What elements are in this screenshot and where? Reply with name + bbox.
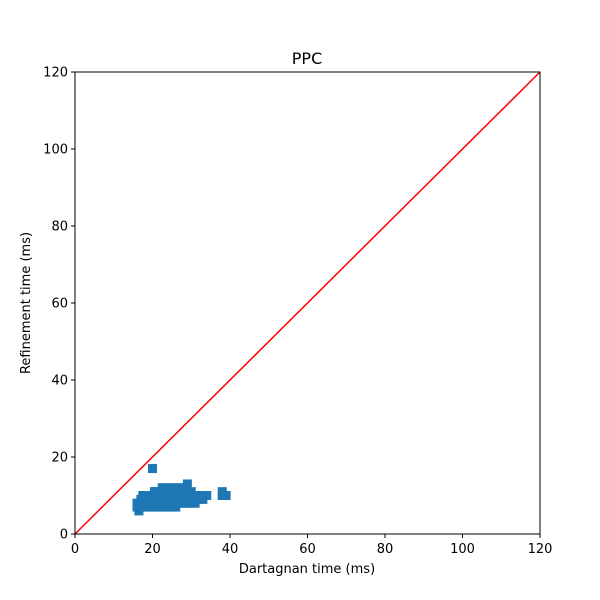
x-tick-label: 120 xyxy=(528,542,553,557)
data-point xyxy=(221,491,231,500)
y-tick-label: 120 xyxy=(43,66,68,81)
y-tick-label: 100 xyxy=(43,143,68,158)
y-tick-label: 0 xyxy=(60,528,68,543)
x-tick-label: 100 xyxy=(450,542,475,557)
y-axis-label: Refinement time (ms) xyxy=(19,232,34,374)
data-point xyxy=(202,491,212,500)
reference-line xyxy=(74,71,541,535)
x-axis: 0 20 40 60 80 100 120 xyxy=(71,534,553,557)
chart-title: PPC xyxy=(292,49,322,68)
plot-area xyxy=(74,71,541,535)
y-axis: 0 20 40 60 80 100 120 xyxy=(43,66,75,543)
x-tick-label: 40 xyxy=(222,542,239,557)
y-tick-label: 40 xyxy=(51,374,68,389)
x-tick-label: 60 xyxy=(299,542,316,557)
x-tick-label: 20 xyxy=(144,542,161,557)
x-axis-label: Dartagnan time (ms) xyxy=(239,562,375,577)
data-point xyxy=(182,479,192,489)
x-tick-label: 0 xyxy=(71,542,79,557)
y-tick-label: 60 xyxy=(51,297,68,312)
x-tick-label: 80 xyxy=(377,542,394,557)
data-point xyxy=(148,464,157,474)
y-tick-label: 20 xyxy=(51,451,68,466)
y-tick-label: 80 xyxy=(51,220,68,235)
